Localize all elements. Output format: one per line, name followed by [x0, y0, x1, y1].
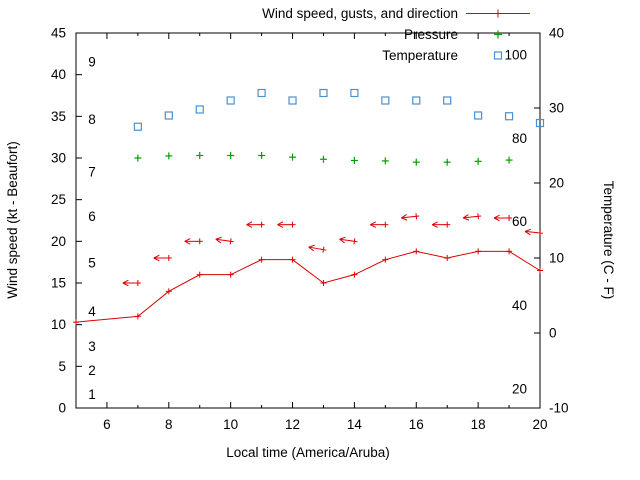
series-temperature	[133, 88, 545, 131]
y-left-tick-label: 35	[51, 109, 66, 124]
gust-direction-arrow	[215, 236, 234, 245]
gust-direction-arrow	[184, 238, 203, 245]
gust-direction-arrow	[401, 213, 420, 221]
x-tick-label: 8	[165, 417, 173, 432]
gust-direction-arrow	[339, 236, 358, 245]
beaufort-label: 3	[88, 339, 96, 354]
gust-direction-arrow	[370, 221, 389, 228]
y-left-tick-label: 25	[51, 192, 66, 207]
beaufort-label: 1	[88, 387, 96, 402]
y-right-axis: -10 0 10 20 30 40	[534, 26, 569, 416]
x-tick-label: 14	[347, 417, 363, 432]
series-pressure	[134, 152, 513, 166]
y-right-tick-label: 10	[549, 251, 564, 266]
beaufort-label: 6	[88, 209, 96, 224]
series-wind-gusts	[122, 213, 544, 287]
y-right-tick-label: 40	[549, 26, 564, 41]
beaufort-label: 8	[88, 112, 96, 127]
y-left-tick-label: 20	[51, 234, 66, 249]
fahrenheit-label: 40	[512, 298, 527, 313]
y-left-tick-label: 45	[51, 26, 66, 41]
y-right-tick-label: 0	[549, 326, 557, 341]
fahrenheit-label: 20	[512, 381, 527, 396]
y-left-axis-title: Wind speed (kt - Beaufort)	[5, 141, 20, 299]
gust-direction-arrow	[493, 214, 513, 222]
gust-direction-arrow	[277, 221, 296, 228]
beaufort-label: 7	[88, 165, 96, 180]
y-left-tick-label: 30	[51, 151, 66, 166]
beaufort-label: 9	[88, 55, 96, 70]
x-tick-label: 20	[532, 417, 547, 432]
y-left-tick-label: 0	[58, 401, 66, 416]
fahrenheit-label: 60	[512, 214, 527, 229]
x-tick-label: 16	[409, 417, 424, 432]
fahrenheit-label: 100	[504, 48, 527, 63]
legend-square-sample	[493, 51, 503, 60]
x-tick-label: 12	[285, 417, 300, 432]
gust-direction-arrow	[153, 254, 172, 262]
legend-label: Wind speed, gusts, and direction	[262, 6, 458, 21]
x-axis: 6 8 10 12 14 16 18 20	[75, 33, 548, 432]
gust-direction-arrow	[122, 279, 141, 287]
series-wind-speed	[73, 248, 543, 326]
beaufort-scale-labels: 1 2 3 4 5 6 7 8 9	[88, 55, 96, 402]
legend-label: Temperature	[382, 48, 458, 63]
gust-direction-arrow	[462, 213, 482, 221]
fahrenheit-scale-labels: 20 40 60 80 100	[504, 48, 527, 397]
legend-label: Pressure	[404, 27, 458, 42]
beaufort-label: 4	[88, 304, 96, 319]
gust-direction-arrow	[524, 228, 544, 237]
y-right-axis-title: Temperature (C - F)	[601, 181, 616, 300]
y-left-tick-label: 5	[58, 359, 66, 374]
gust-direction-arrow	[246, 221, 265, 228]
beaufort-label: 5	[88, 256, 96, 271]
y-left-tick-label: 40	[51, 67, 66, 82]
x-tick-label: 18	[471, 417, 486, 432]
x-axis-title: Local time (America/Aruba)	[226, 445, 390, 460]
legend: Wind speed, gusts, and direction Pressure…	[262, 6, 530, 63]
fahrenheit-label: 80	[512, 131, 527, 146]
gust-direction-arrow	[308, 244, 327, 253]
x-tick-label: 10	[223, 417, 238, 432]
x-tick-label: 6	[103, 417, 111, 432]
gust-direction-arrow	[431, 221, 451, 228]
y-right-tick-label: 30	[549, 101, 564, 116]
y-left-tick-label: 15	[51, 276, 66, 291]
y-left-tick-label: 10	[51, 317, 66, 332]
y-left-axis: 0 5 10 15 20 25 30 35 40 45	[51, 26, 82, 416]
plot-border	[75, 32, 541, 409]
y-right-tick-label: -10	[549, 401, 569, 416]
y-right-tick-label: 20	[549, 176, 564, 191]
axis-titles: Wind speed (kt - Beaufort) Temperature (C…	[5, 141, 616, 460]
beaufort-label: 2	[88, 363, 96, 378]
